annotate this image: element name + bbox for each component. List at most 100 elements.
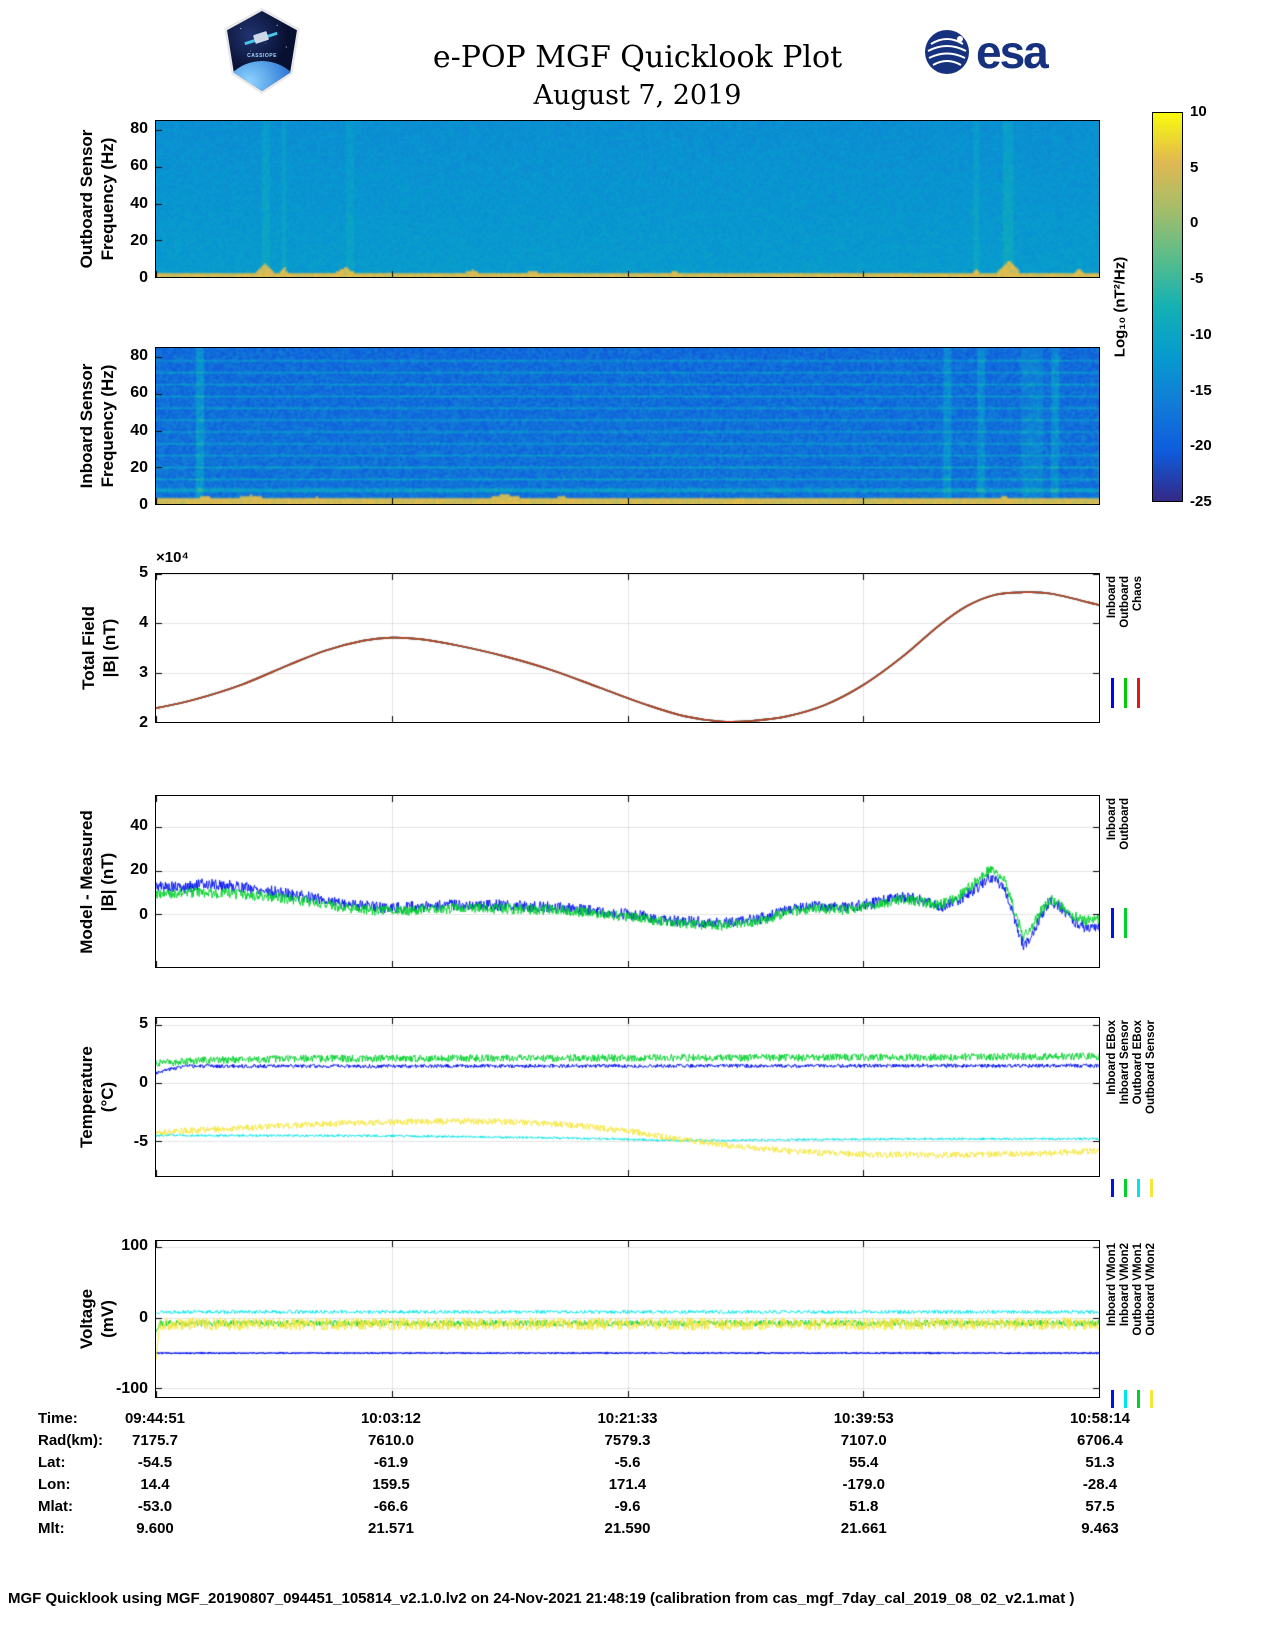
ephemeris-row-label: Mlt: [38,1520,65,1537]
ephemeris-value: 14.4 [140,1476,170,1493]
total_field-legend-label: Chaos [1132,576,1144,612]
voltage-ytick-label: 0 [139,1308,148,1326]
temperature-ytick-label: 0 [139,1073,148,1091]
ephemeris-value: -5.6 [614,1454,641,1471]
inboard_spectrogram-ytick-label: 20 [130,458,148,476]
ephemeris-value: 10:58:14 [1069,1410,1131,1427]
voltage-legend-label: Outboard VMon1 [1132,1243,1144,1336]
outboard-spectrogram-panel [155,120,1100,278]
colorbar-tick-label: 0 [1190,214,1199,232]
model_measured-legend-line [1124,908,1127,938]
voltage-legend-line [1137,1390,1140,1408]
ephemeris-row-label: Lon: [38,1476,71,1493]
voltage-legend-label: Inboard VMon1 [1106,1243,1118,1327]
voltage-legend-label: Inboard VMon2 [1119,1243,1131,1327]
voltage-legend-line [1111,1390,1114,1408]
outboard_spectrogram-ytick-label: 0 [139,269,148,286]
ephemeris-value: 55.4 [849,1454,879,1471]
outboard_spectrogram-ytick-label: 80 [130,120,148,138]
temperature-ytick-label: -5 [133,1132,148,1150]
voltage-legend-line [1124,1390,1127,1408]
ephemeris-value: 9.463 [1081,1520,1119,1537]
ephemeris-value: -28.4 [1082,1476,1118,1493]
esa-globe-icon [925,30,969,74]
ephemeris-value: 7175.7 [132,1432,178,1449]
model_measured-ytick-label: 40 [130,817,148,835]
ephemeris-value: 51.3 [1085,1454,1115,1471]
total-field-exponent-label: ×10⁴ [156,549,189,566]
ephemeris-value: 51.8 [849,1498,879,1515]
model_measured-ytick-label: 20 [130,861,148,879]
temperature-legend-label: Inboard Sensor [1119,1020,1131,1105]
outboard_spectrogram-ytick-label: 40 [130,194,148,212]
temperature-legend-label: Outboard EBox [1132,1020,1144,1105]
ephemeris-value: -66.6 [373,1498,409,1515]
inboard-spectrogram-panel [155,347,1100,505]
colorbar-tick-label: -10 [1190,325,1212,343]
ephemeris-value: 21.661 [840,1520,887,1537]
plot-title: e-POP MGF Quicklook Plot [432,40,843,75]
ephemeris-value: 6706.4 [1077,1432,1123,1449]
ephemeris-value: 21.571 [368,1520,414,1537]
total_field-ytick-label: 2 [139,714,148,731]
ephemeris-value: 57.5 [1085,1498,1115,1515]
ephemeris-row-label: Rad(km): [38,1432,104,1449]
colorbar-tick-label: 10 [1190,103,1207,120]
voltage-legend-label: Outboard VMon2 [1145,1243,1157,1336]
ephemeris-value: 7107.0 [840,1432,887,1449]
temperature-legend-label: Outboard Sensor [1145,1020,1157,1114]
ephemeris-value: -9.6 [614,1498,641,1515]
ephemeris-value: -54.5 [137,1454,173,1471]
voltage-legend-line [1150,1390,1153,1408]
temperature-panel [155,1017,1100,1177]
ephemeris-value: 10:03:12 [360,1410,422,1427]
model_measured-ytick-label: 0 [139,905,148,923]
model_measured-legend-label: Inboard [1106,798,1118,841]
ephemeris-value: 7610.0 [368,1432,414,1449]
model_measured-legend-line [1111,908,1114,938]
total_field-legend-line [1137,678,1140,708]
inboard_spectrogram-ytick-label: 0 [139,496,148,513]
temperature-canvas [156,1018,1099,1176]
esa-logo-text: esa [976,26,1049,78]
footer-text: MGF Quicklook using MGF_20190807_094451_… [8,1590,1075,1607]
colorbar-tick-label: -5 [1190,270,1204,288]
ephemeris-value: 10:39:53 [833,1410,894,1427]
colorbar [1152,112,1183,502]
outboard_spectrogram-ytick-label: 60 [130,157,148,175]
total_field-legend-label: Outboard [1119,576,1131,628]
voltage-panel [155,1240,1100,1398]
ephemeris-value: -179.0 [842,1476,886,1493]
voltage-canvas [156,1241,1099,1397]
total_field-legend-line [1124,678,1127,708]
colorbar-label: Log₁₀ (nT²/Hz) [1111,256,1129,358]
total_field-ytick-label: 4 [139,614,148,631]
ephemeris-row-label: Lat: [38,1454,66,1471]
ephemeris-value: 171.4 [608,1476,647,1493]
colorbar-tick-label: -20 [1190,437,1212,455]
total_field-legend-label: Inboard [1106,576,1118,619]
inboard-spectrogram-canvas [156,348,1099,504]
temperature-legend-line [1150,1179,1153,1197]
temperature-legend-line [1111,1179,1114,1197]
ephemeris-value: 21.590 [604,1520,651,1537]
voltage-ytick-label: 100 [121,1236,148,1254]
temperature-legend-line [1137,1179,1140,1197]
model_measured-legend-label: Outboard [1119,798,1131,850]
total_field-ytick-label: 5 [139,564,148,581]
outboard_spectrogram-ytick-label: 20 [130,231,148,249]
inboard_spectrogram-ytick-label: 60 [130,384,148,402]
model-measured-canvas [156,796,1099,967]
ephemeris-value: 7579.3 [604,1432,651,1449]
total_field-legend-line [1111,678,1114,708]
total-field-canvas [156,574,1099,722]
ephemeris-row-label: Mlat: [38,1498,73,1515]
ephemeris-value: -61.9 [373,1454,409,1471]
temperature-ytick-label: 5 [139,1015,148,1033]
ephemeris-value: 09:44:51 [124,1410,186,1427]
temperature-legend-label: Inboard EBox [1106,1020,1118,1095]
ephemeris-value: 159.5 [372,1476,410,1493]
ephemeris-value: 10:21:33 [597,1410,658,1427]
plot-date: August 7, 2019 [533,80,742,111]
temperature-legend-line [1124,1179,1127,1197]
